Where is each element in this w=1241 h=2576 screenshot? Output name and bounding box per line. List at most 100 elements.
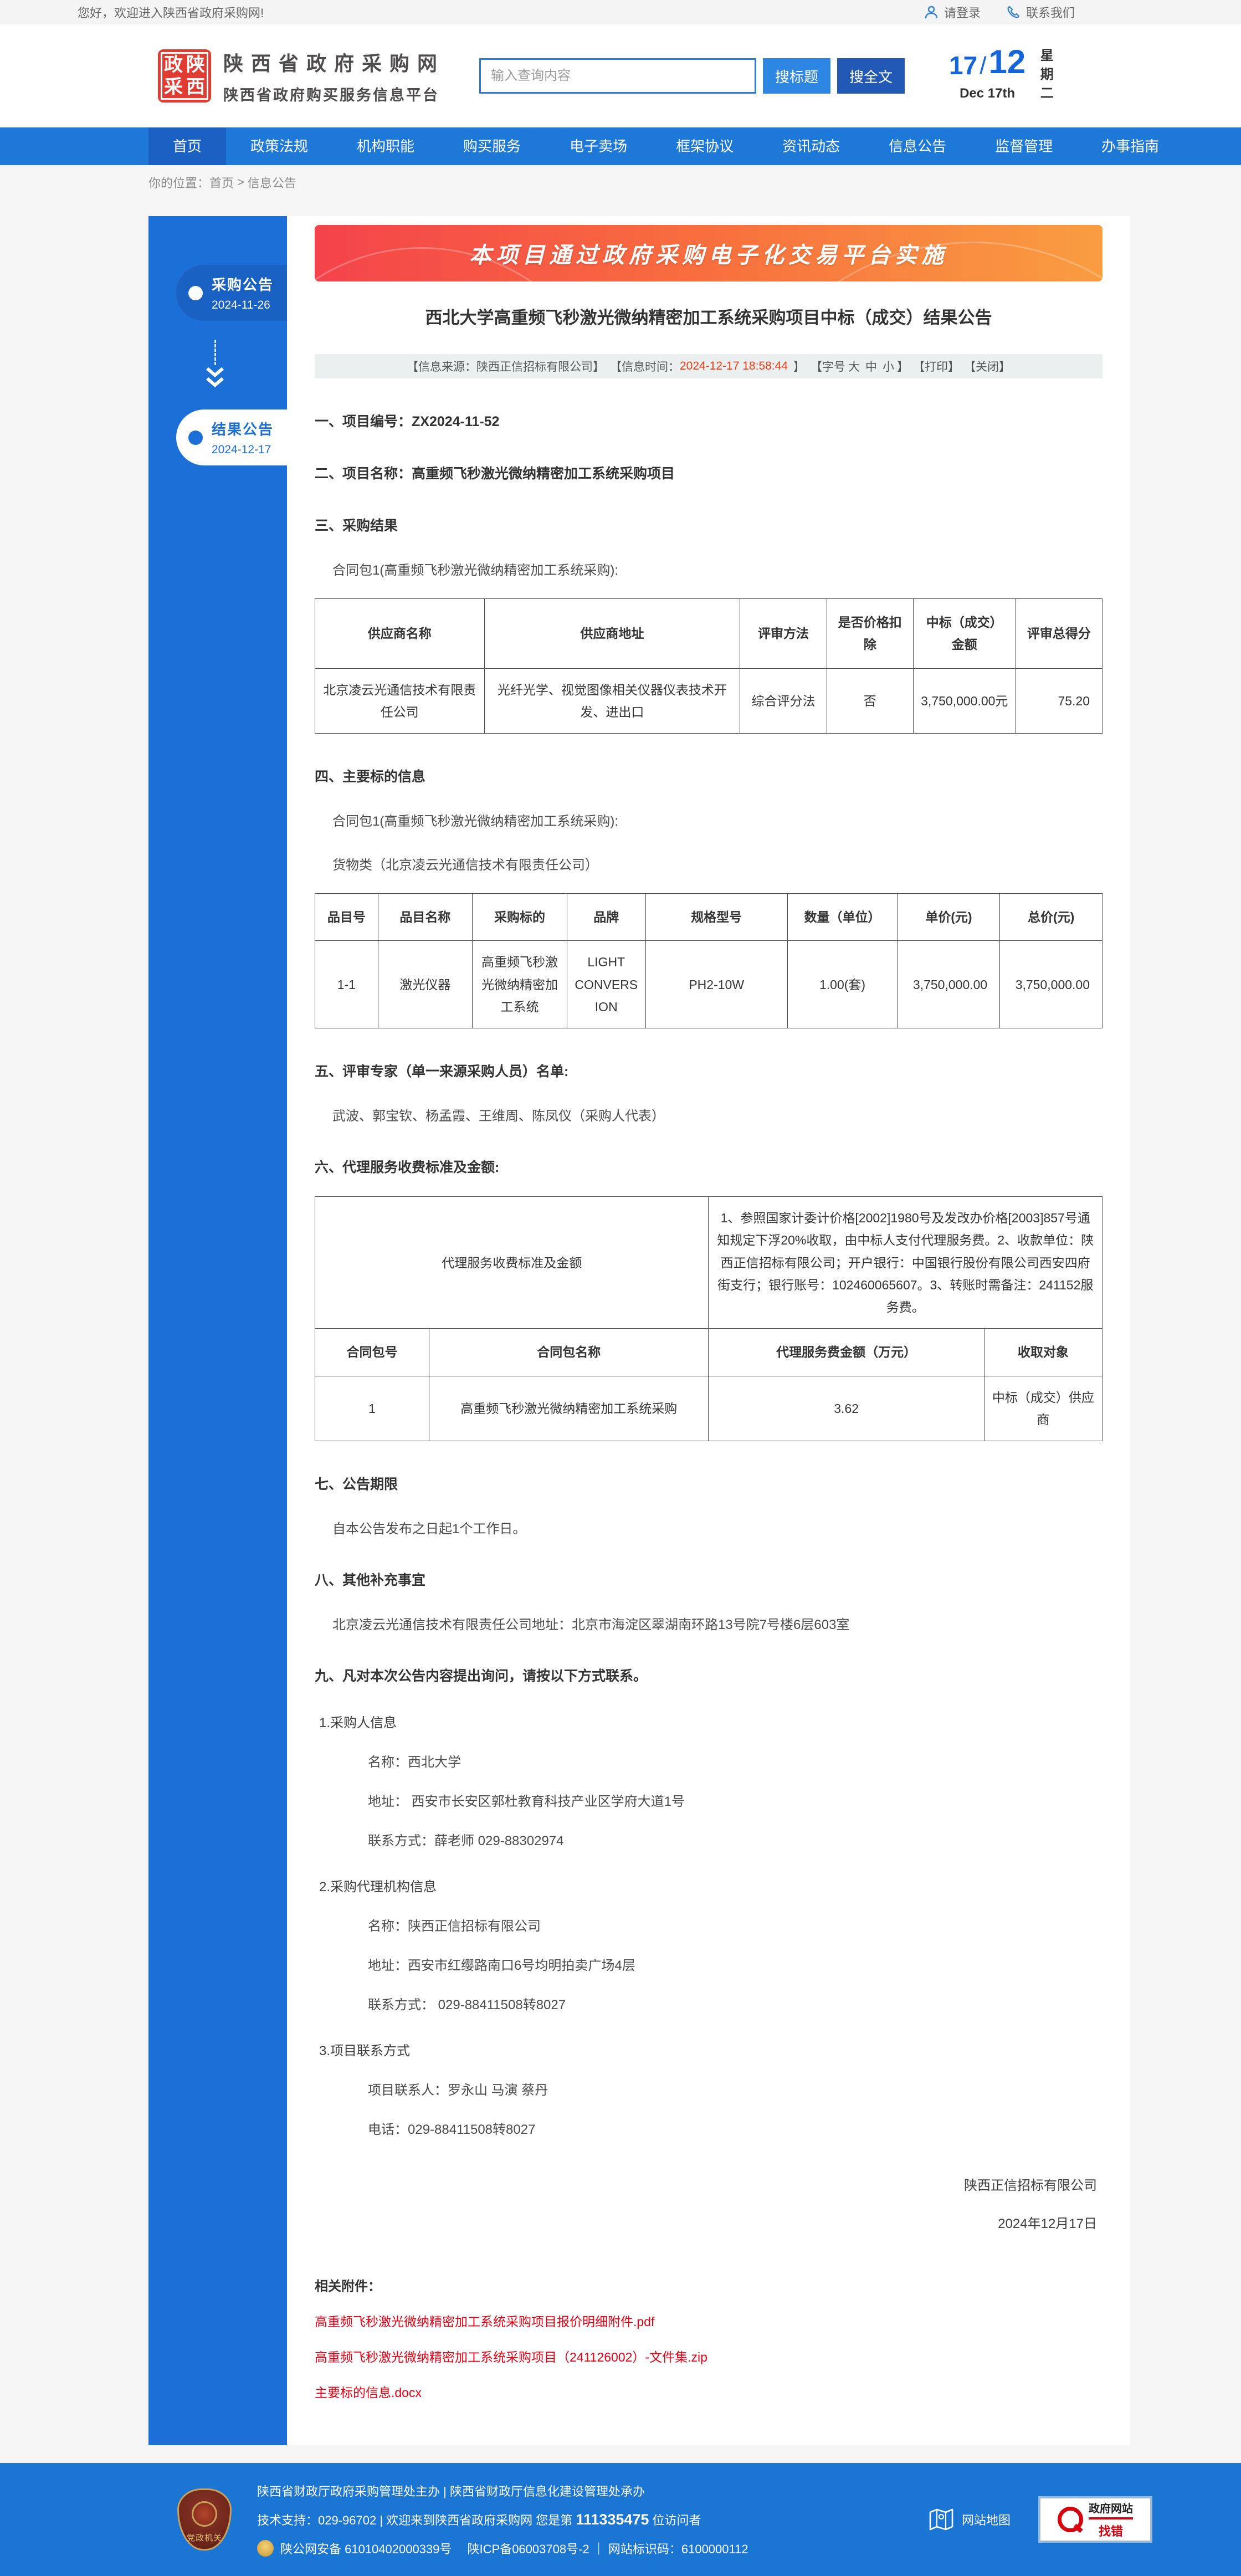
- top-utility-bar: 您好，欢迎进入陕西省政府采购网! 请登录 联系我们: [0, 0, 1241, 24]
- cell-fee-standard-desc: 1、参照国家计委计价格[2002]1980号及发改办价格[2003]857号通知…: [708, 1196, 1102, 1329]
- project-contact-title: 3.项目联系方式: [319, 2044, 411, 2058]
- breadcrumb-current[interactable]: 信息公告: [247, 176, 296, 190]
- timeline-sidebar: 采购公告 2024-11-26 结果公告 2024-12-17: [148, 216, 287, 2445]
- cell-supplier-address: 光纤光学、视觉图像相关仪器仪表技术开发、进出口: [484, 668, 741, 734]
- breadcrumb-home[interactable]: 首页: [209, 176, 234, 190]
- font-size-small-button[interactable]: 小: [883, 361, 894, 373]
- nav-item-policies[interactable]: 政策法规: [250, 138, 309, 155]
- cell-review-score: 75.20: [1015, 668, 1103, 734]
- cell-item-name: 激光仪器: [377, 940, 473, 1028]
- article-title: 西北大学高重频飞秒激光微纳精密加工系统采购项目中标（成交）结果公告: [425, 308, 992, 327]
- footer-support-line: 技术支持：029-96702 | 欢迎来到陕西省政府采购网 您是第 111335…: [257, 2511, 701, 2528]
- site-footer: 党政机关 陕西省财政厅政府采购管理处主办 | 陕西省财政厅信息化建设管理处承办 …: [0, 2463, 1241, 2576]
- login-link[interactable]: 请登录: [924, 3, 981, 21]
- date-month: 12: [988, 43, 1026, 80]
- section-7-heading: 七、公告期限: [315, 1477, 398, 1492]
- close-button[interactable]: 【关闭】: [964, 361, 1011, 373]
- cell-fee-payer: 中标（成交）供应商: [983, 1375, 1103, 1441]
- attachments-label: 相关附件：: [315, 2279, 381, 2294]
- party-gov-badge-icon: 党政机关: [177, 2488, 232, 2551]
- section-8-text: 北京凌云光通信技术有限责任公司地址：北京市海淀区翠湖南环路13号院7号楼6层60…: [332, 1617, 850, 1632]
- attachment-link-zip[interactable]: 高重频飞秒激光微纳精密加工系统采购项目（241126002）-文件集.zip: [315, 2350, 707, 2364]
- nav-item-functions[interactable]: 机构职能: [357, 138, 415, 155]
- table-row: 1 高重频飞秒激光微纳精密加工系统采购 3.62 中标（成交）供应商: [314, 1375, 1103, 1441]
- agency-fee-table: 代理服务收费标准及金额 1、参照国家计委计价格[2002]1980号及发改办价格…: [314, 1196, 1103, 1441]
- table-header-row: 供应商名称 供应商地址 评审方法 是否价格扣除 中标（成交）金额 评审总得分: [315, 598, 1103, 669]
- search-fulltext-button[interactable]: 搜全文: [837, 58, 905, 94]
- nav-item-news[interactable]: 资讯动态: [782, 138, 840, 155]
- nav-item-supervision[interactable]: 监督管理: [995, 138, 1053, 155]
- section-3-note: 合同包1(高重频飞秒激光微纳精密加工系统采购):: [332, 563, 618, 578]
- search-title-button[interactable]: 搜标题: [763, 58, 831, 94]
- signature-block: 陕西正信招标有限公司 2024年12月17日: [315, 2174, 1102, 2232]
- cell-package-name: 高重频飞秒激光微纳精密加工系统采购: [429, 1375, 709, 1441]
- magnifier-logo-icon: [1058, 2507, 1083, 2532]
- cell-supplier-name: 北京凌云光通信技术有限责任公司: [315, 668, 485, 734]
- nav-item-framework[interactable]: 框架协议: [676, 138, 734, 155]
- site-subtitle: 陕西省政府购买服务信息平台: [223, 86, 439, 104]
- nav-item-announcements[interactable]: 信息公告: [889, 138, 947, 155]
- cell-unit-price: 3,750,000.00: [897, 940, 1001, 1028]
- project-contact-phone: 电话：029-88411508转8027: [368, 2122, 536, 2137]
- cell-review-method: 综合评分法: [740, 668, 827, 734]
- cell-item-no: 1-1: [315, 940, 378, 1028]
- buyer-contact: 联系方式：薛老师 029-88302974: [368, 1834, 564, 1848]
- font-size-medium-button[interactable]: 中: [865, 361, 877, 373]
- sidebar-item-result-notice[interactable]: 结果公告 2024-12-17: [176, 409, 287, 465]
- contact-link[interactable]: 联系我们: [1006, 3, 1075, 21]
- weekday-text: 星期二: [1038, 48, 1053, 105]
- sitemap-link[interactable]: 网站地图: [929, 2508, 1011, 2531]
- attachment-link-pdf[interactable]: 高重频飞秒激光微纳精密加工系统采购项目报价明细附件.pdf: [315, 2314, 655, 2329]
- agency-name: 名称：陕西正信招标有限公司: [368, 1919, 541, 1934]
- gov-site-error-report-button[interactable]: 政府网站 找错: [1038, 2496, 1152, 2543]
- section-9-heading: 九、凡对本次公告内容提出询问，请按以下方式联系。: [315, 1668, 648, 1684]
- info-source: 【信息来源：陕西正信招标有限公司】: [407, 361, 604, 373]
- platform-banner: 本项目通过政府采购电子化交易平台实施: [315, 225, 1102, 281]
- agency-contact: 联系方式： 029-88411508转8027: [368, 1998, 566, 2012]
- breadcrumb: 你的位置： 首页 > 信息公告: [0, 165, 1241, 199]
- font-size-large-button[interactable]: 大: [848, 361, 860, 373]
- dot-icon: [188, 430, 203, 445]
- nav-item-e-market[interactable]: 电子卖场: [570, 138, 628, 155]
- section-6-heading: 六、代理服务收费标准及金额:: [315, 1160, 500, 1175]
- nav-item-guide[interactable]: 办事指南: [1101, 138, 1160, 155]
- attachment-link-docx[interactable]: 主要标的信息.docx: [315, 2385, 422, 2400]
- print-button[interactable]: 【打印】: [913, 361, 960, 373]
- signature-date: 2024年12月17日: [998, 2216, 1097, 2231]
- welcome-text: 您好，欢迎进入陕西省政府采购网!: [78, 6, 264, 20]
- footer-organizer-line: 陕西省财政厅政府采购管理处主办 | 陕西省财政厅信息化建设管理处承办: [257, 2485, 645, 2498]
- cell-award-amount: 3,750,000.00元: [912, 668, 1016, 734]
- article-content: 本项目通过政府采购电子化交易平台实施 西北大学高重频飞秒激光微纳精密加工系统采购…: [287, 216, 1130, 2445]
- footer-beian-line: 陕公网安备 61010402000339号 陕ICP备06003708号-2 ｜…: [257, 2539, 748, 2557]
- table-row: 代理服务收费标准及金额 1、参照国家计委计价格[2002]1980号及发改办价格…: [314, 1196, 1102, 1329]
- sidebar-item-procurement-notice[interactable]: 采购公告 2024-11-26: [176, 265, 287, 321]
- signature-org: 陕西正信招标有限公司: [964, 2178, 1097, 2193]
- cell-quantity: 1.00(套): [787, 940, 898, 1028]
- cell-price-deduction: 否: [826, 668, 914, 734]
- cell-package-no: 1: [314, 1375, 430, 1441]
- nav-item-home[interactable]: 首页: [148, 127, 227, 165]
- main-nav: 首页 政策法规 机构职能 购买服务 电子卖场 框架协议 资讯动态 信息公告 监督…: [0, 127, 1241, 165]
- date-day: 17: [949, 50, 978, 80]
- section-8-heading: 八、其他补充事宜: [315, 1573, 426, 1588]
- table-header-row: 合同包号 合同包名称 代理服务费金额（万元） 收取对象: [314, 1328, 1103, 1376]
- map-icon: [929, 2508, 953, 2531]
- table-header-row: 品目号 品目名称 采购标的 品牌 规格型号 数量（单位） 单价(元) 总价(元): [315, 893, 1102, 941]
- expert-list: 武波、郭宝钦、杨孟霞、王维周、陈凤仪（采购人代表）: [332, 1109, 665, 1124]
- section-1-heading: 一、项目编号：ZX2024-11-52: [315, 414, 500, 429]
- nav-item-purchase-service[interactable]: 购买服务: [463, 138, 521, 155]
- search-bar: 搜标题 搜全文: [479, 58, 905, 94]
- buyer-name: 名称：西北大学: [368, 1755, 461, 1770]
- search-input[interactable]: [479, 58, 757, 94]
- cell-model: PH2-10W: [645, 940, 788, 1028]
- article-meta-bar: 【信息来源：陕西正信招标有限公司】 【信息时间： 2024-12-17 18:58…: [315, 354, 1102, 378]
- agency-address: 地址：西安市红缨路南口6号均明拍卖广场4层: [368, 1958, 635, 1973]
- project-contact-person: 项目联系人：罗永山 马演 蔡丹: [368, 2083, 548, 2098]
- national-emblem-icon: [257, 2540, 274, 2557]
- info-time: 2024-12-17 18:58:44: [680, 360, 788, 372]
- site-logo: 政 陕 采 西: [158, 49, 211, 103]
- section-2-heading: 二、项目名称：高重频飞秒激光微纳精密加工系统采购项目: [315, 466, 675, 482]
- phone-icon: [1007, 6, 1020, 18]
- buyer-address: 地址： 西安市长安区郭杜教育科技产业区学府大道1号: [368, 1794, 685, 1809]
- site-header: 政 陕 采 西 陕西省政府采购网 陕西省政府购买服务信息平台 搜标题 搜全文 1…: [0, 24, 1241, 127]
